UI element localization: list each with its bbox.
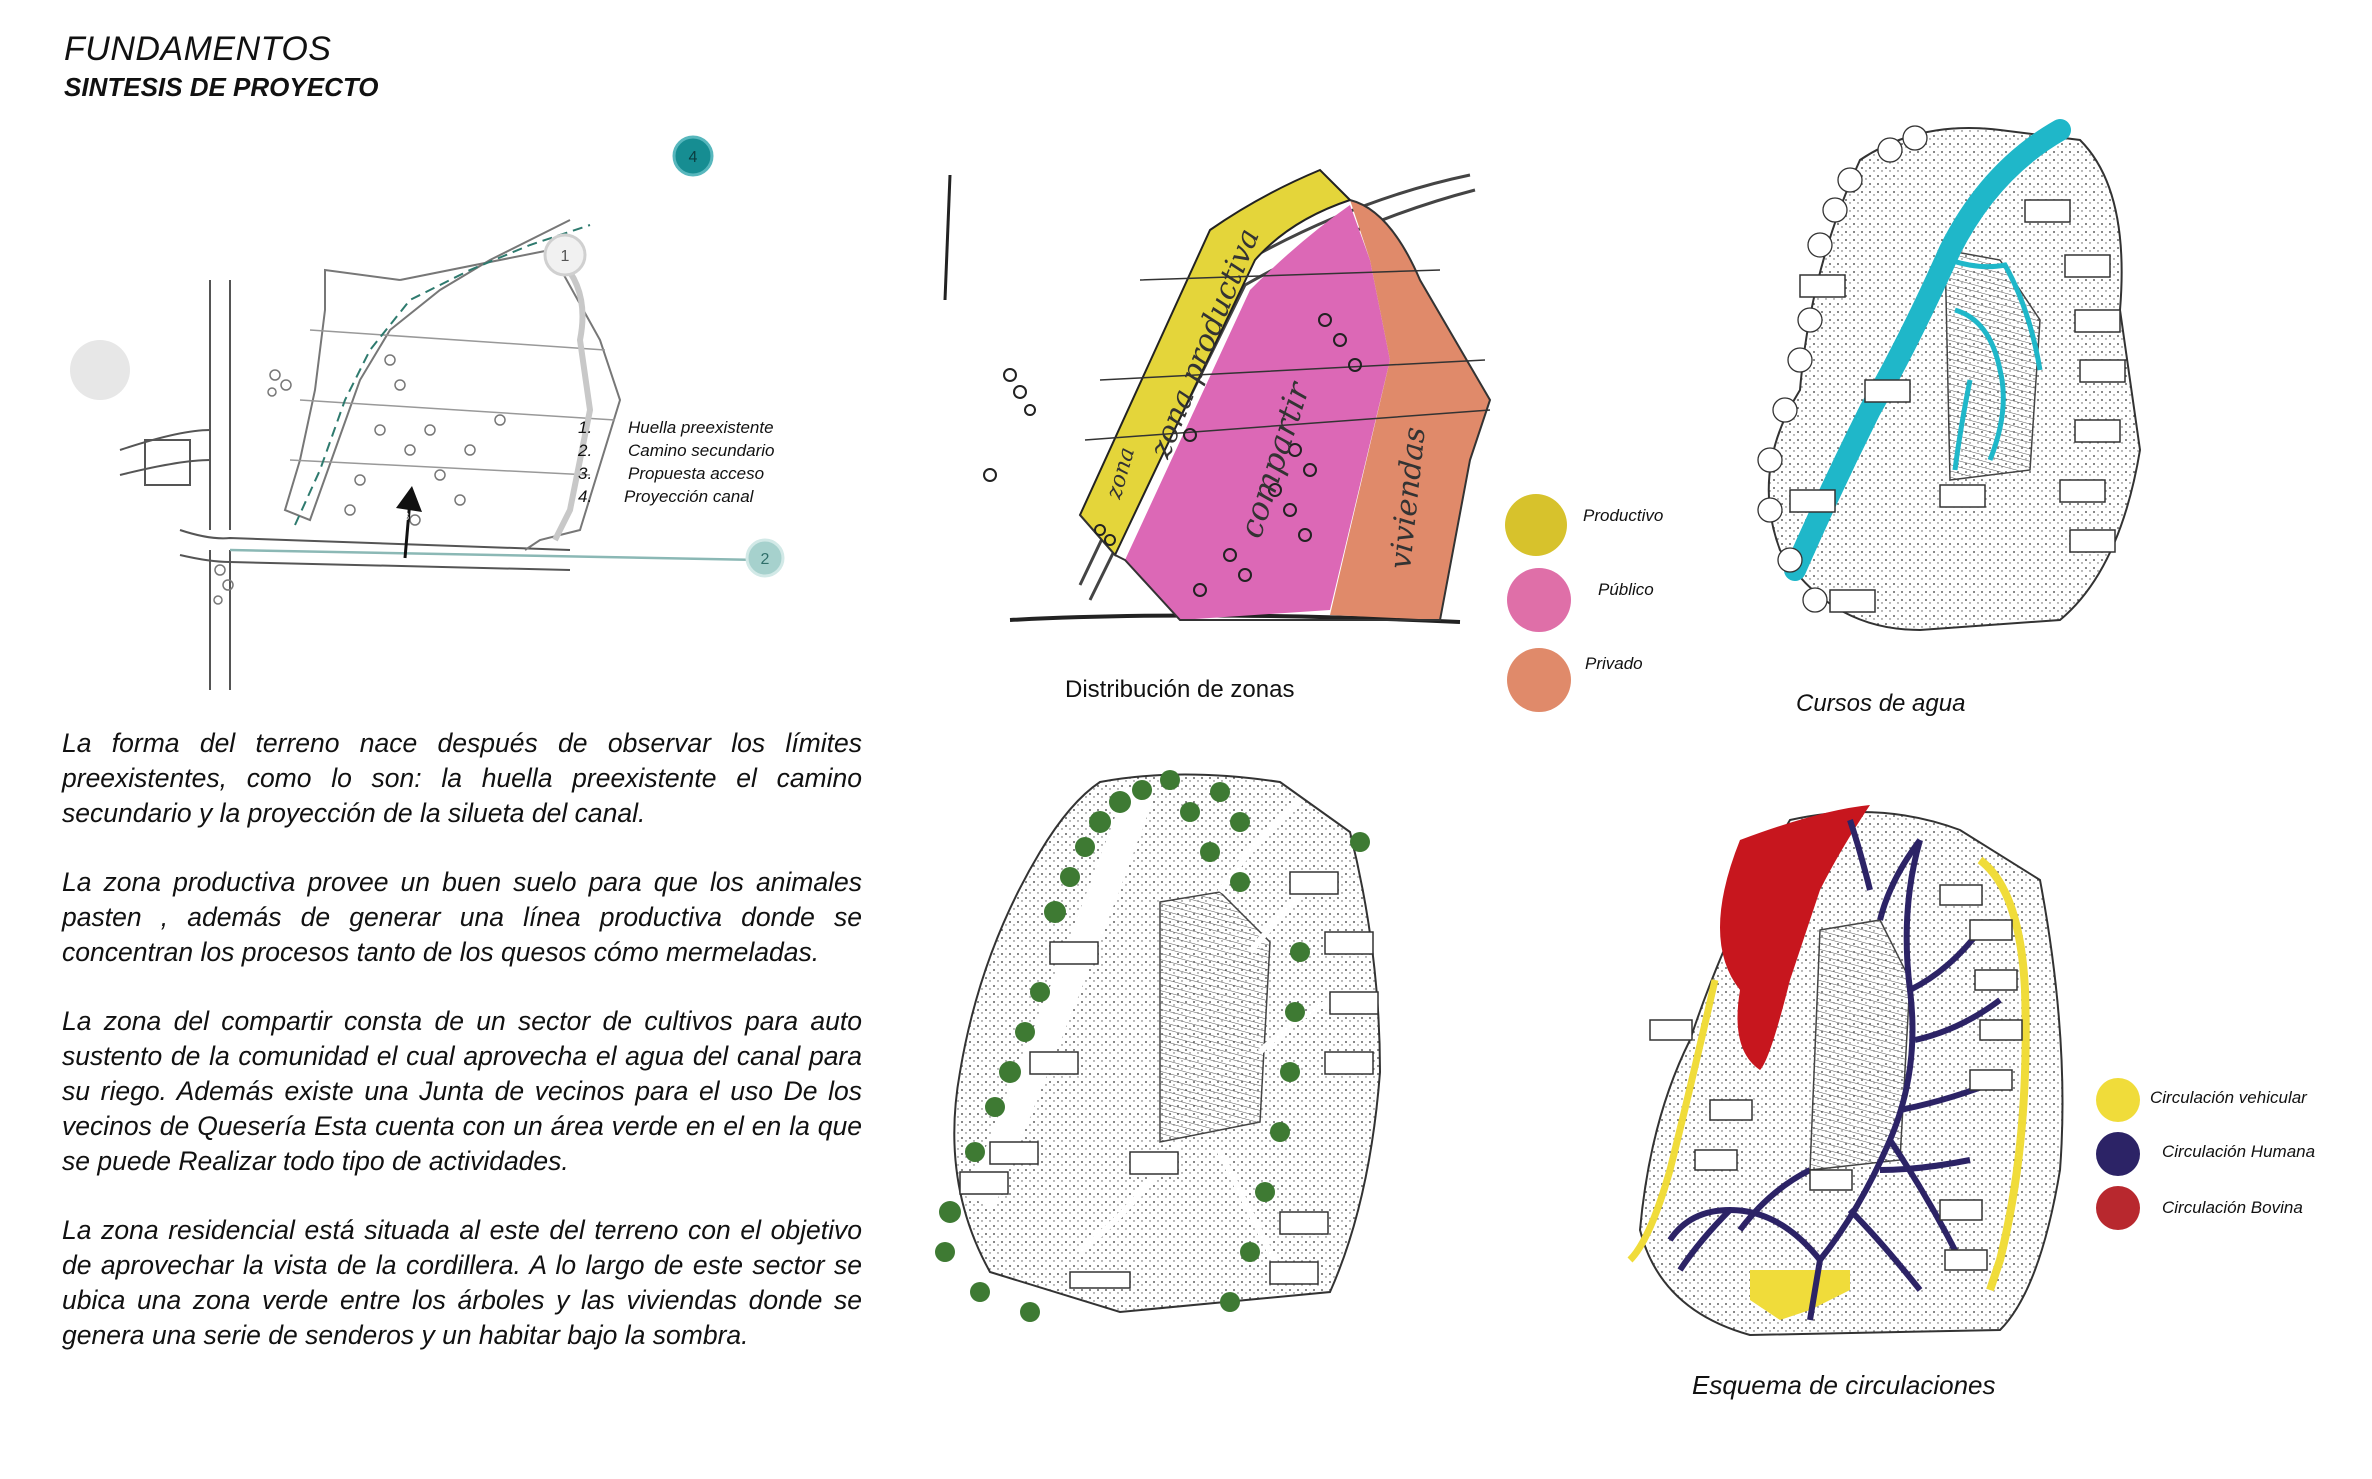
access-arrow-head [396,486,422,512]
site-plan-legend-item: 2. Camino secundario [578,439,774,462]
page-title: FUNDAMENTOS [64,30,332,68]
legend-label: Propuesta acceso [628,464,765,483]
marker-2-circle [745,538,785,578]
small-plot [144,439,191,486]
site-plan-legend: 1. Huella preexistente 2. Camino secundari… [578,416,774,508]
zone-distribution-drawing: zona productiva zona compartir viviendas [943,168,1492,624]
road-vertical-lower [209,550,231,690]
legend-swatch-bovina [2096,1186,2140,1230]
site-plan-legend-item: 4. Proyección canal [578,485,774,508]
footprint-line [283,219,571,522]
trees-plan-drawing [920,752,1440,1352]
zone-private [1330,200,1490,620]
vehicular-circulation-east [1977,856,2030,1292]
zone-outline [1079,199,1492,621]
legend-label: Huella preexistente [628,418,774,437]
zone-division-lines [1084,269,1491,441]
caption-water-courses: Cursos de agua [1796,690,1966,717]
secondary-road-bottom [179,554,571,571]
sketch-edge-line [943,174,952,301]
paragraph-boundaries: La forma del terreno nace después de obs… [62,728,862,828]
site-plan-legend-item: 1. Huella preexistente [578,416,774,439]
legend-label-bovina: Circulación Bovina [2162,1198,2303,1217]
legend-swatch-publico [1507,568,1571,632]
crop-hatch-area [1159,891,1271,1143]
legend-swatch-vehicular [2096,1078,2140,1122]
legend-label-productivo: Productivo [1583,506,1664,525]
road-vertical [209,280,231,530]
site-plan-legend-item: 3. Propuesta acceso [578,462,774,485]
legend-label-publico: Público [1598,580,1654,599]
zone-productive [1078,168,1352,557]
house-blocks [1649,884,2023,1271]
legend-label-vehicular: Circulación vehicular [2150,1088,2307,1107]
crop-hatch-area [1944,249,2041,481]
canal-projection [294,224,591,526]
secondary-road-highlight [229,548,761,562]
bovine-circulation [1720,805,1870,1070]
house-blocks [959,871,1379,1289]
legend-swatch-privado [1507,648,1571,712]
tree-border [1757,125,1928,613]
legend-label: Proyección canal [624,487,754,506]
legend-num: 2. [578,441,593,460]
green-tree-dots [935,770,1370,1322]
caption-circulation: Esquema de circulaciones [1692,1370,1996,1400]
crop-hatch-area [1809,919,1911,1171]
legend-label-humana: Circulación Humana [2162,1142,2316,1161]
legend-num: 1. [578,418,593,437]
house-blocks [1789,199,2126,613]
marker-4-circle [672,135,714,177]
legend-swatch-productivo [1505,494,1567,556]
terrain-divisions [289,329,616,476]
road-west-2 [119,459,211,476]
circulation-drawing [1627,805,2064,1337]
legend-swatch-humana [2096,1132,2140,1176]
legend-label-privado: Privado [1585,654,1643,673]
zone-tree-dots [983,313,1362,597]
body-text: La forma del terreno nace después de obs… [62,726,862,1387]
caption-zone-distribution: Distribución de zonas [1065,676,1295,703]
legend-num: 4. [578,487,593,506]
marker-3-label: 3 [403,511,409,523]
vehicular-circulation-west [1627,979,1719,1263]
road-west [119,429,211,451]
legend-num: 3. [578,464,593,483]
marker-4-label: 4 [689,149,698,166]
vehicular-parking [1750,1270,1850,1320]
open-path [966,786,1155,1208]
legend-label: Camino secundario [628,441,775,460]
marker-2-label: 2 [761,551,770,568]
paragraph-productive-zone: La zona productiva provee un buen suelo … [62,867,862,967]
paragraph-shared-zone: La zona del compartir consta de un secto… [62,1006,862,1176]
page-subtitle: SINTESIS DE PROYECTO [64,72,379,102]
zone-public [1125,205,1390,620]
secondary-road-top [179,529,571,551]
smudge [70,340,130,400]
marker-1-circle [543,233,587,277]
paragraph-residential-zone: La zona residencial está situada al este… [62,1215,862,1350]
water-branches [1949,257,2043,471]
marker-1-label: 1 [561,248,570,265]
water-courses-drawing [1757,119,2142,632]
human-circulation [1667,819,2002,1321]
tree-clusters [213,354,506,605]
site-plan-drawing: 1 2 3 4 [70,135,785,690]
